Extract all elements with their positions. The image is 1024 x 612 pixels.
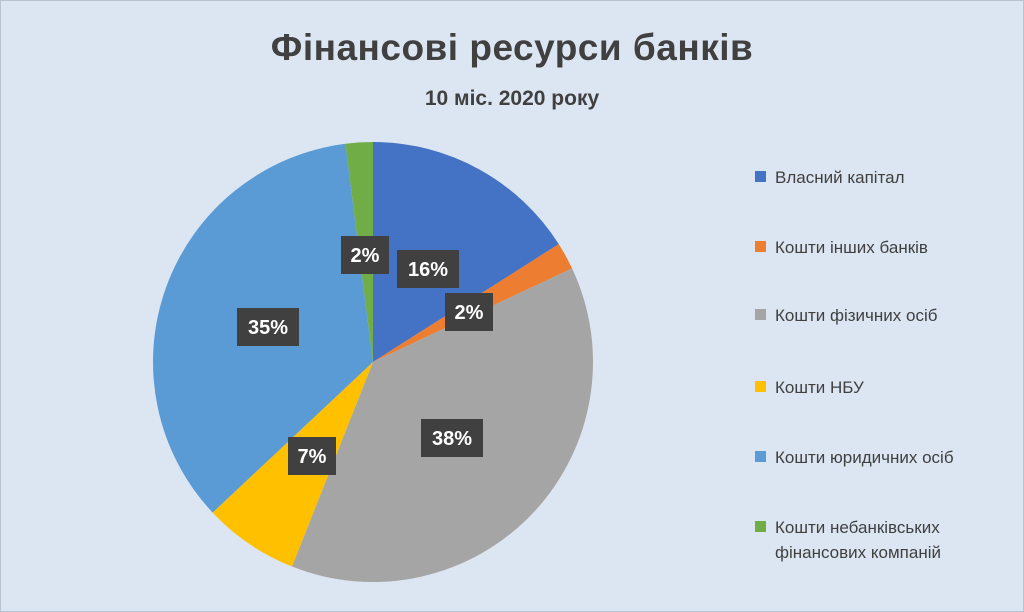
chart-title: Фінансові ресурси банків xyxy=(270,27,754,68)
legend-swatch xyxy=(755,521,766,532)
data-label-text: 2% xyxy=(455,302,484,324)
legend-label: Кошти небанківських фінансових компаній xyxy=(775,518,941,562)
data-label-text: 38% xyxy=(432,428,472,450)
chart-subtitle: 10 міс. 2020 року xyxy=(424,87,600,110)
data-label: 2% xyxy=(445,293,493,331)
legend-swatch xyxy=(755,171,766,182)
data-label: 2% xyxy=(341,236,389,274)
chart-legend: Власний капітал Кошти інших банків Кошти ф… xyxy=(742,141,1012,581)
data-label: 35% xyxy=(237,308,299,346)
legend-swatch xyxy=(755,451,766,462)
legend-swatch xyxy=(755,241,766,252)
pie-slice xyxy=(373,142,559,362)
legend-label: Кошти НБУ xyxy=(775,378,864,397)
data-label: 16% xyxy=(397,250,459,288)
legend-label: Кошти юридичних осіб xyxy=(775,448,954,467)
data-label-text: 16% xyxy=(408,259,448,281)
legend-swatch xyxy=(755,381,766,392)
data-label-text: 35% xyxy=(248,317,288,339)
legend-swatch xyxy=(755,309,766,320)
legend-label: Кошти фізичних осіб xyxy=(775,306,938,325)
data-label: 7% xyxy=(288,437,336,475)
data-label: 38% xyxy=(421,419,483,457)
legend-label: Власний капітал xyxy=(775,168,905,187)
data-label-text: 2% xyxy=(351,245,380,267)
legend-label: Кошти інших банків xyxy=(775,238,928,257)
data-label-text: 7% xyxy=(298,446,327,468)
